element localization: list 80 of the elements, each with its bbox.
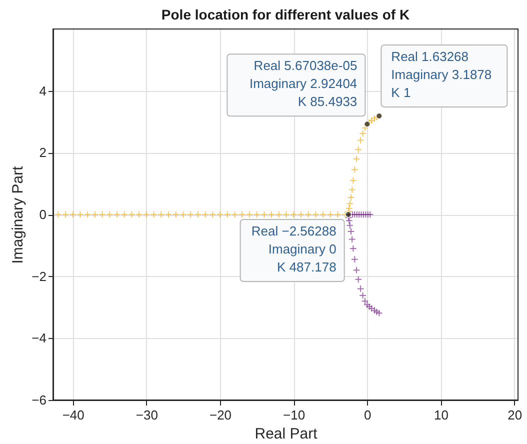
point [350,176,357,184]
point [356,285,364,292]
y-tick-label: −4 [32,330,46,346]
point [352,155,360,163]
point [326,210,334,218]
point [98,210,106,218]
x-tick-label: −10 [283,408,306,422]
point [62,210,70,218]
point [368,116,376,124]
y-tick-label: −6 [32,392,46,408]
x-tick-label: 20 [508,408,522,422]
annotation: Real 5.67038e-05 Imaginary 2.92404 K 85.4933 [249,58,358,110]
point [347,228,355,236]
y-tick-label: 4 [39,83,46,98]
point [350,244,357,252]
point [347,194,355,202]
point [157,210,165,218]
point [186,210,194,218]
point [164,210,172,218]
point [356,136,364,144]
point [216,210,224,218]
point [246,210,254,218]
point [366,118,374,126]
x-tick-label: −20 [209,408,232,422]
x-tick-label: 10 [434,408,448,422]
point [366,210,374,218]
point [209,210,216,218]
point [297,210,305,218]
chart-title: Pole location for different values of K [161,6,410,22]
point [172,210,180,218]
point [194,210,202,218]
x-tick-label: −40 [62,408,84,422]
point [290,210,298,218]
point [69,210,77,218]
point [275,210,283,218]
point [54,210,62,218]
point [142,210,150,218]
point [91,210,99,218]
annotation: Real −2.56288 Imaginary 0 K 487.178 [251,224,336,274]
point [361,124,369,132]
x-tick-label: −30 [136,408,158,422]
y-tick-label: 0 [39,207,46,222]
point [224,210,232,218]
point [346,200,354,208]
point [260,210,268,218]
point [358,210,365,218]
y-tick-label: −2 [32,268,46,284]
point [135,210,143,218]
point [231,210,238,218]
point [351,166,358,174]
annotation: Real 1.63268 Imaginary 3.1878 K 1 [391,48,492,100]
point [348,186,356,194]
point [106,210,114,218]
point [312,210,320,218]
point [84,210,92,218]
point [268,210,276,218]
point [359,130,366,138]
point [120,210,128,218]
point [238,210,246,218]
point [180,210,187,218]
point [282,210,290,218]
point [354,146,362,154]
point [351,256,358,263]
point [352,266,360,274]
point [150,210,158,218]
point [128,210,136,218]
point [345,204,353,212]
point [319,210,327,218]
point [113,210,121,218]
y-tick-label: 2 [39,145,46,160]
point [304,210,312,218]
x-axis-title: Real Part [254,426,318,442]
point [76,210,84,218]
point [354,276,362,284]
x-tick-label: 0 [364,408,372,422]
point [334,210,342,218]
point [348,236,356,243]
point [202,210,209,218]
y-axis-title: Imaginary Part [10,165,27,264]
point [253,210,260,218]
